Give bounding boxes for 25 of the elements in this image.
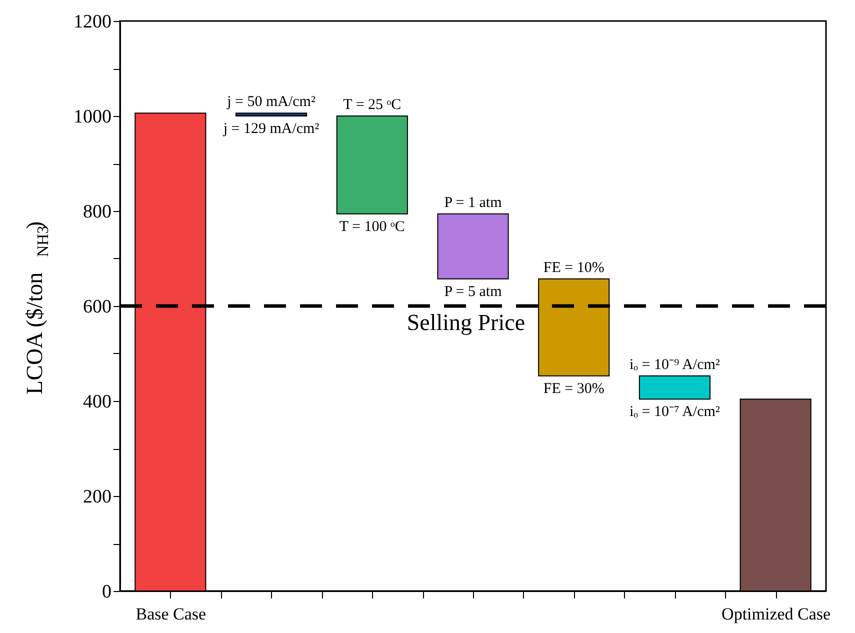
bar <box>336 116 408 214</box>
bar <box>235 112 308 116</box>
annotation: j = 50 mA/cm² <box>226 94 316 110</box>
y-axis-title: LCOA ($/tonNH3) <box>22 221 52 394</box>
annotation: T = 25 ᵒC <box>343 97 402 113</box>
annotation: T = 100 ᵒC <box>339 218 405 235</box>
y-tick-label: 200 <box>83 486 112 508</box>
annotation: FE = 10% <box>543 260 604 276</box>
bar <box>638 375 711 400</box>
annotation: P = 5 atm <box>444 284 502 300</box>
annotation: iₒ = 10⁻⁹ A/cm² <box>629 356 720 373</box>
bar <box>437 213 509 280</box>
x-tick-label: Optimized Case <box>722 604 831 624</box>
y-tick-label: 800 <box>83 202 112 222</box>
y-tick-label: 1200 <box>74 12 112 32</box>
ref-line-label: Selling Price <box>406 310 526 335</box>
y-tick-label: 600 <box>83 296 112 318</box>
y-tick-label: 400 <box>83 392 112 412</box>
annotation: iₒ = 10⁻⁷ A/cm² <box>629 404 720 420</box>
annotation: j = 129 mA/cm² <box>222 121 320 137</box>
y-tick-label: 1000 <box>74 106 112 128</box>
y-tick-label: 0 <box>102 582 112 602</box>
x-tick-label: Base Case <box>136 604 206 624</box>
annotation: FE = 30% <box>543 380 604 397</box>
annotation: P = 1 atm <box>444 194 502 211</box>
